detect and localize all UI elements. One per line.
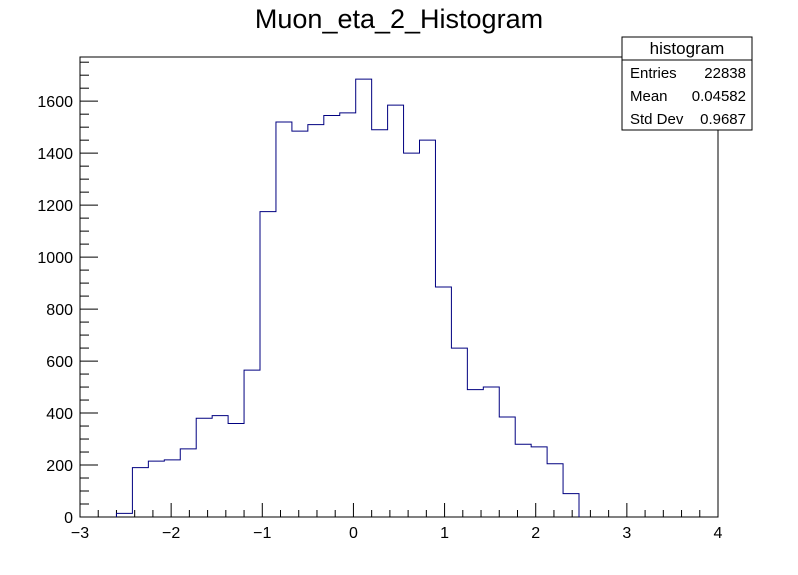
stats-stddev-value: 0.9687: [700, 111, 746, 128]
stats-mean-value: 0.04582: [692, 88, 746, 105]
x-tick-label: −1: [253, 525, 271, 542]
y-tick-label: 600: [46, 354, 73, 371]
x-tick-label: −2: [162, 525, 180, 542]
histogram-series-line: [115, 78, 580, 517]
stats-mean-label: Mean: [630, 88, 668, 105]
x-tick-label: 1: [440, 525, 449, 542]
y-tick-label: 1000: [37, 250, 73, 267]
stats-box: histogram Entries 22838 Mean 0.04582 Std…: [621, 36, 753, 131]
x-tick-label: 2: [531, 525, 540, 542]
y-tick-label: 1200: [37, 198, 73, 215]
x-tick-label: 0: [349, 525, 358, 542]
y-tick-label: 1600: [37, 94, 73, 111]
x-tick-label: −3: [71, 525, 89, 542]
y-tick-label: 1400: [37, 146, 73, 163]
stats-box-title: histogram: [650, 39, 725, 58]
chart-title: Muon_eta_2_Histogram: [255, 4, 543, 34]
x-tick-label: 4: [714, 525, 723, 542]
y-tick-label: 0: [64, 510, 73, 527]
y-tick-label: 400: [46, 406, 73, 423]
stats-stddev-label: Std Dev: [630, 111, 684, 128]
y-axis: 0 200 400 600 800 1000 1200 1400 1600: [37, 61, 98, 527]
stats-entries-label: Entries: [630, 65, 677, 82]
stats-entries-value: 22838: [704, 65, 746, 82]
y-tick-label: 200: [46, 458, 73, 475]
x-tick-label: 3: [622, 525, 631, 542]
stats-box-frame: [621, 36, 753, 131]
y-tick-label: 800: [46, 302, 73, 319]
x-axis: −3 −2 −1 0 1 2 3 4: [71, 503, 723, 542]
plot-frame: [79, 56, 719, 518]
